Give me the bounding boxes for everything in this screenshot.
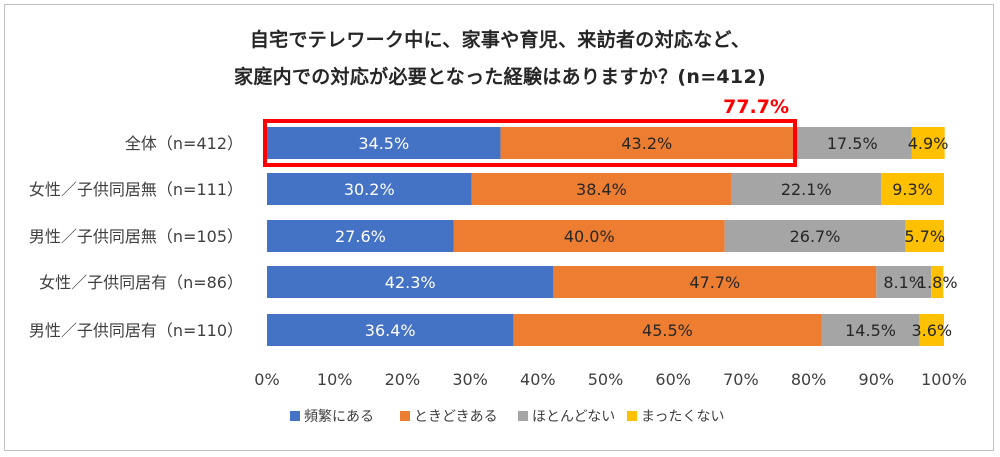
bar-segment (911, 127, 945, 159)
bar-segment (821, 314, 920, 346)
data-label: 17.5% (827, 134, 878, 153)
x-tick-label: 60% (655, 370, 691, 389)
data-label: 42.3% (385, 273, 436, 292)
x-tick-label: 30% (452, 370, 488, 389)
bar-segment (267, 173, 472, 205)
data-label: 4.9% (908, 134, 949, 153)
x-tick-label: 10% (317, 370, 353, 389)
category-label: 男性／子供同居無（n=105） (29, 227, 243, 246)
chart-title-line-1: 自宅でテレワーク中に、家事や育児、来訪者の対応など、 (249, 29, 751, 51)
highlight-box (263, 119, 798, 167)
bar-segment (553, 266, 877, 298)
x-tick-label: 80% (791, 370, 827, 389)
x-tick-label: 40% (520, 370, 556, 389)
bar-segment (267, 266, 554, 298)
data-label: 9.3% (892, 180, 933, 199)
category-label: 女性／子供同居有（n=86） (39, 273, 243, 292)
bar-segment (793, 127, 912, 159)
data-label: 5.7% (904, 227, 945, 246)
bar-segment (919, 314, 944, 346)
bar-segment (453, 220, 725, 252)
legend-swatch (400, 411, 410, 421)
data-label: 26.7% (790, 227, 841, 246)
data-label: 30.2% (344, 180, 395, 199)
bar-segment (931, 266, 944, 298)
bar-segment (500, 127, 794, 159)
legend-swatch (627, 411, 637, 421)
x-tick-label: 90% (859, 370, 895, 389)
data-label: 34.5% (358, 134, 409, 153)
bar-segment (731, 173, 882, 205)
x-tick-label: 70% (723, 370, 759, 389)
data-label: 40.0% (564, 227, 615, 246)
x-tick-label: 20% (385, 370, 421, 389)
data-label: 8.1% (883, 273, 924, 292)
category-label: 女性／子供同居無（n=111） (29, 180, 243, 199)
bar-segment (881, 173, 944, 205)
legend-swatch (518, 411, 528, 421)
bar-segment (905, 220, 944, 252)
x-tick-label: 0% (254, 370, 279, 389)
category-label: 全体（n=412） (125, 134, 243, 153)
data-label: 3.6% (911, 321, 952, 340)
x-tick-label: 100% (921, 370, 967, 389)
bar-segment (267, 220, 454, 252)
category-label: 男性／子供同居有（n=110） (29, 321, 243, 340)
x-tick-label: 50% (588, 370, 624, 389)
data-label: 36.4% (365, 321, 416, 340)
legend-label: まったくない (641, 409, 724, 425)
bar-segment (471, 173, 732, 205)
bar-segment (267, 127, 501, 159)
legend-label: ほとんどない (532, 409, 615, 425)
chart-title-line-2: 家庭内での対応が必要となった経験はありますか？(n=412) (234, 66, 766, 88)
data-label: 38.4% (576, 180, 627, 199)
legend-swatch (290, 411, 300, 421)
legend-label: ときどきある (414, 409, 498, 425)
bar-segment (513, 314, 822, 346)
data-label: 45.5% (642, 321, 693, 340)
data-label: 1.8% (917, 273, 958, 292)
bar-segment (876, 266, 932, 298)
legend-label: 頻繁にある (304, 409, 374, 425)
bar-segment (724, 220, 906, 252)
data-label: 43.2% (621, 134, 672, 153)
data-label: 47.7% (689, 273, 740, 292)
data-label: 14.5% (845, 321, 896, 340)
data-label: 22.1% (781, 180, 832, 199)
bar-segment (267, 314, 514, 346)
data-label: 27.6% (335, 227, 386, 246)
highlight-label: 77.7% (723, 96, 789, 118)
